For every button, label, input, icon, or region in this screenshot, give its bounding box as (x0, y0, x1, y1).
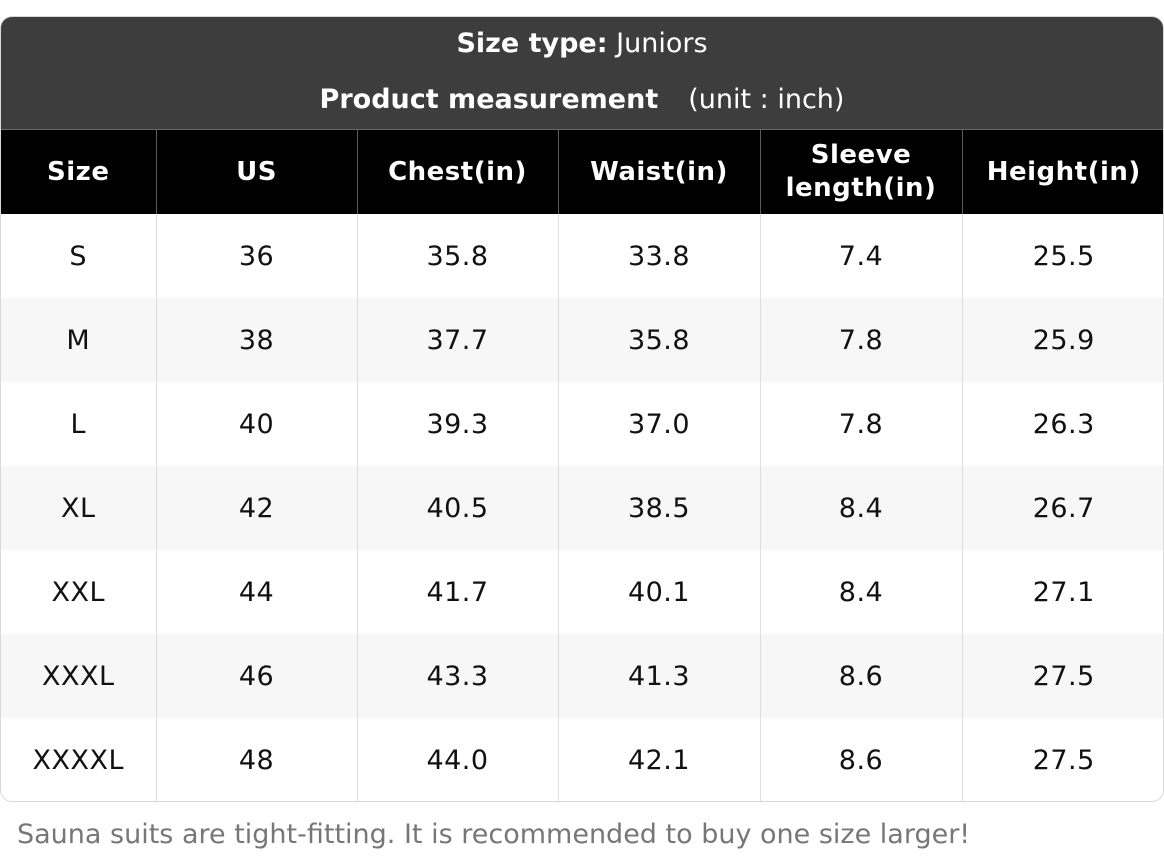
cell-chest: 37.7 (356, 298, 558, 382)
cell-chest: 44.0 (356, 718, 558, 801)
cell-chest: 39.3 (356, 382, 558, 466)
cell-sleeve-length: 8.4 (759, 466, 962, 550)
cell-chest: 35.8 (356, 214, 558, 298)
cell-sleeve-length: 8.6 (759, 634, 962, 718)
cell-us: 44 (155, 550, 357, 634)
table-row: S 36 35.8 33.8 7.4 25.5 (1, 214, 1163, 298)
cell-size: XL (1, 466, 156, 550)
column-header-waist: Waist(in) (557, 130, 760, 214)
unit-note: (unit : inch) (688, 84, 845, 115)
cell-chest: 41.7 (356, 550, 558, 634)
measurement-line: Product measurement (unit : inch) (1, 58, 1163, 114)
table-row: XXXXL 48 44.0 42.1 8.6 27.5 (1, 718, 1163, 801)
footnote: Sauna suits are tight-fitting. It is rec… (17, 819, 971, 850)
cell-us: 48 (155, 718, 357, 801)
header-row: Size US Chest(in) Waist(in) Sleeve lengt… (1, 130, 1163, 214)
table-row: L 40 39.3 37.0 7.8 26.3 (1, 382, 1163, 466)
cell-waist: 33.8 (557, 214, 760, 298)
cell-waist: 40.1 (557, 550, 760, 634)
size-type-line: Size type: Juniors (1, 17, 1163, 58)
column-header-chest: Chest(in) (356, 130, 558, 214)
cell-chest: 43.3 (356, 634, 558, 718)
size-type-value: Juniors (616, 28, 708, 59)
size-type-label: Size type: (456, 28, 608, 59)
cell-waist: 42.1 (557, 718, 760, 801)
cell-height: 27.5 (961, 718, 1163, 801)
cell-us: 36 (155, 214, 357, 298)
cell-size: L (1, 382, 156, 466)
measurement-label: Product measurement (319, 84, 659, 115)
cell-size: XXXL (1, 634, 156, 718)
cell-waist: 35.8 (557, 298, 760, 382)
column-header-sleeve-length: Sleeve length(in) (759, 130, 962, 214)
cell-us: 42 (155, 466, 357, 550)
column-header-height: Height(in) (961, 130, 1163, 214)
cell-height: 25.9 (961, 298, 1163, 382)
cell-size: S (1, 214, 156, 298)
cell-sleeve-length: 8.4 (759, 550, 962, 634)
cell-sleeve-length: 7.8 (759, 382, 962, 466)
cell-height: 27.5 (961, 634, 1163, 718)
cell-us: 46 (155, 634, 357, 718)
size-chart: Size type: Juniors Product measurement (u… (0, 16, 1164, 802)
size-table-body: S 36 35.8 33.8 7.4 25.5 M 38 37.7 35.8 7.8 25.9 L 40 3… (1, 214, 1163, 801)
cell-size: M (1, 298, 156, 382)
cell-waist: 38.5 (557, 466, 760, 550)
cell-us: 40 (155, 382, 357, 466)
size-chart-header: Size type: Juniors Product measurement (u… (1, 17, 1163, 130)
cell-sleeve-length: 8.6 (759, 718, 962, 801)
cell-us: 38 (155, 298, 357, 382)
cell-height: 26.3 (961, 382, 1163, 466)
column-header-size: Size (1, 130, 156, 214)
table-row: XXL 44 41.7 40.1 8.4 27.1 (1, 550, 1163, 634)
cell-size: XXXXL (1, 718, 156, 801)
table-row: XXXL 46 43.3 41.3 8.6 27.5 (1, 634, 1163, 718)
size-table: Size US Chest(in) Waist(in) Sleeve lengt… (1, 130, 1163, 801)
cell-height: 27.1 (961, 550, 1163, 634)
table-row: XL 42 40.5 38.5 8.4 26.7 (1, 466, 1163, 550)
cell-sleeve-length: 7.8 (759, 298, 962, 382)
cell-height: 25.5 (961, 214, 1163, 298)
cell-waist: 37.0 (557, 382, 760, 466)
size-table-head: Size US Chest(in) Waist(in) Sleeve lengt… (1, 130, 1163, 214)
table-row: M 38 37.7 35.8 7.8 25.9 (1, 298, 1163, 382)
cell-sleeve-length: 7.4 (759, 214, 962, 298)
cell-waist: 41.3 (557, 634, 760, 718)
cell-height: 26.7 (961, 466, 1163, 550)
cell-size: XXL (1, 550, 156, 634)
cell-chest: 40.5 (356, 466, 558, 550)
column-header-us: US (155, 130, 357, 214)
